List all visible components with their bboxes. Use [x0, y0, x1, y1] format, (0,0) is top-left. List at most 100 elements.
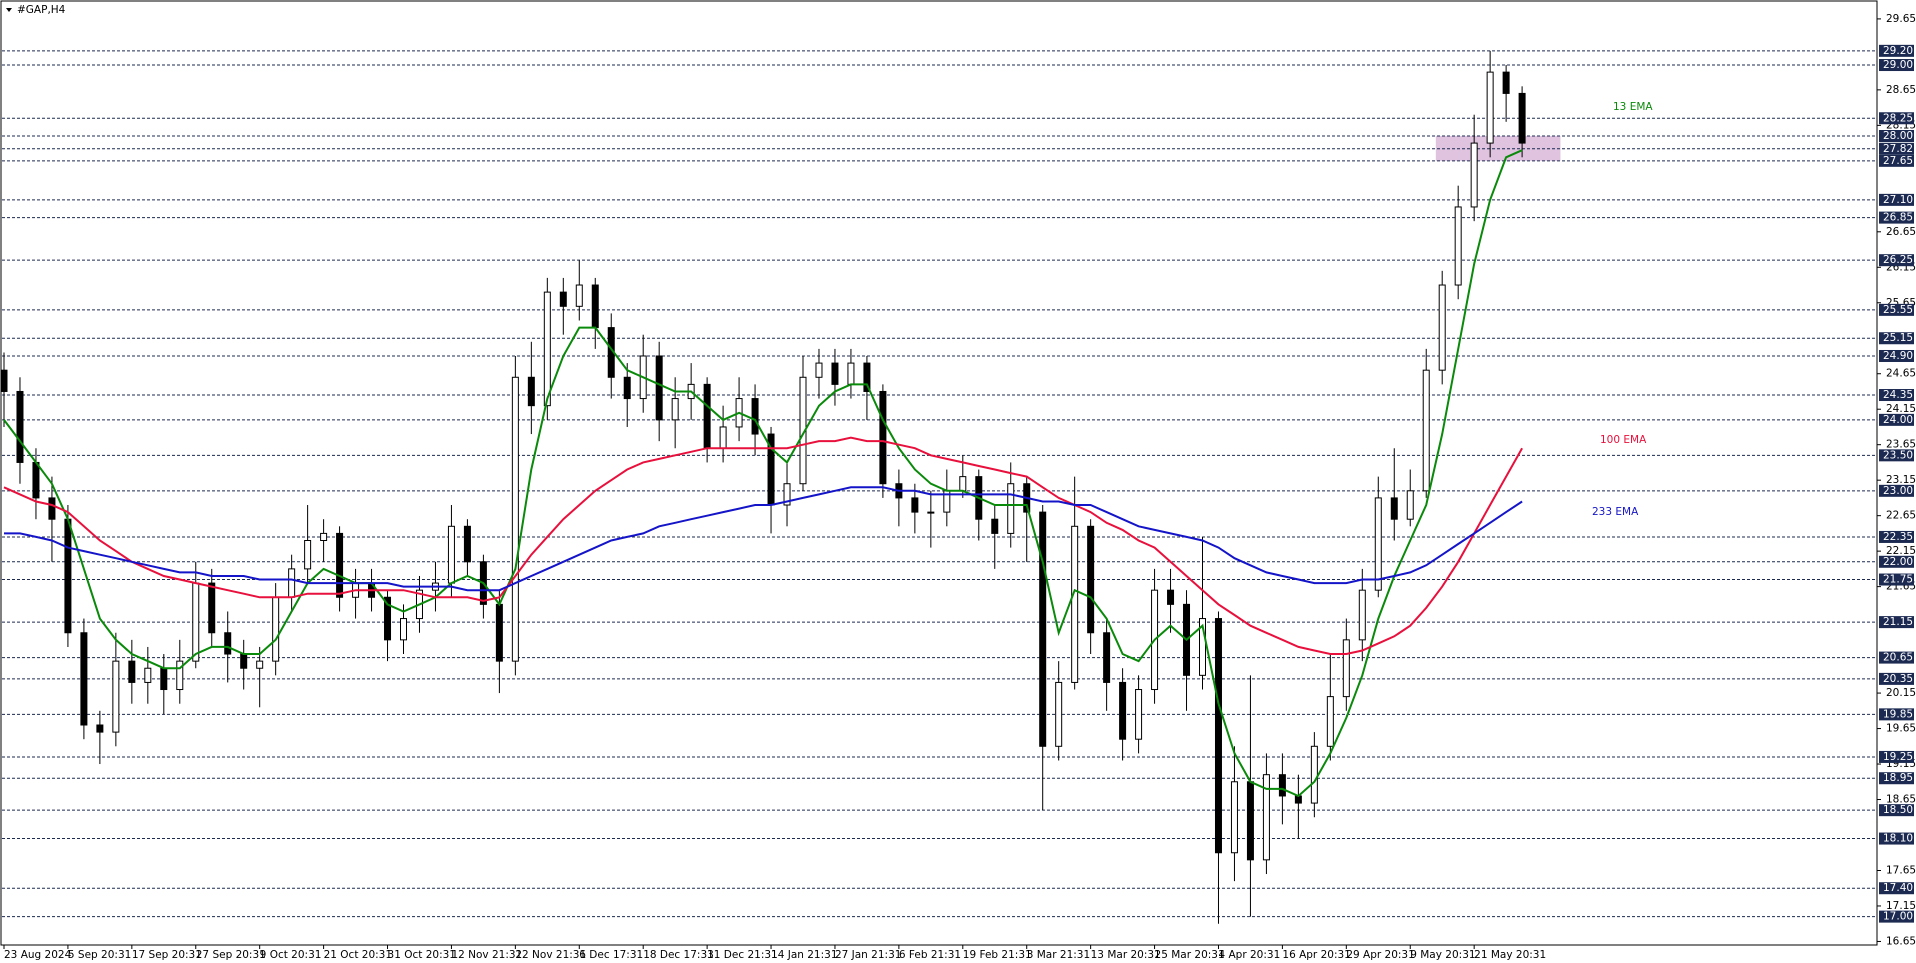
x-tick-label: 27 Jan 21:31	[835, 949, 901, 961]
x-tick-label: 14 Jan 21:31	[771, 949, 837, 961]
level-label: 25.55	[1883, 304, 1913, 316]
candle-body	[991, 518, 999, 534]
candle-body	[511, 376, 519, 662]
x-tick-label: 17 Sep 20:31	[132, 949, 202, 961]
x-tick-label: 29 Apr 20:31	[1346, 949, 1414, 961]
candle-body	[304, 539, 312, 570]
x-tick-label: 12 Nov 21:31	[451, 949, 522, 961]
candle-body	[575, 284, 583, 307]
candle-body	[927, 511, 935, 514]
level-label: 29.20	[1883, 45, 1913, 57]
y-tick-label: 23.65	[1886, 439, 1916, 451]
candle-body	[559, 291, 567, 307]
x-tick-label: 21 Oct 20:31	[324, 949, 392, 961]
candle-body	[543, 291, 551, 407]
level-label-box	[1879, 193, 1914, 206]
candle-body	[623, 376, 631, 400]
x-tick-label: 31 Oct 20:31	[388, 949, 456, 961]
candle-body	[831, 362, 839, 385]
candle-body	[847, 362, 855, 385]
level-label: 19.85	[1883, 708, 1913, 720]
level-label-box	[1879, 672, 1914, 685]
candle-body	[1199, 618, 1206, 676]
level-label-box	[1879, 413, 1914, 426]
level-label: 26.85	[1883, 212, 1913, 224]
candle-body	[1230, 781, 1238, 854]
x-tick-label: 6 Feb 21:31	[899, 949, 961, 961]
x-tick-label: 27 Sep 20:31	[196, 949, 266, 961]
level-label: 22.35	[1883, 531, 1913, 543]
candle-body	[783, 483, 791, 506]
candle-body	[1422, 369, 1430, 492]
candle-body	[112, 660, 120, 733]
level-label-box	[1879, 484, 1914, 497]
level-label-box	[1879, 303, 1914, 316]
candle-body	[1167, 589, 1175, 605]
level-label-box	[1879, 129, 1914, 142]
candle-body	[384, 596, 392, 641]
level-label-box	[1879, 832, 1914, 845]
plot-frame	[0, 0, 1878, 946]
candle-body	[1278, 774, 1286, 797]
level-label-box	[1879, 211, 1914, 224]
ema-line	[3, 436, 1523, 655]
candle-body	[1518, 92, 1526, 144]
candle-body	[1326, 696, 1334, 747]
level-label-box	[1879, 573, 1914, 586]
level-label: 21.15	[1883, 616, 1913, 628]
level-label: 28.00	[1883, 130, 1913, 142]
level-label: 20.35	[1883, 673, 1913, 685]
candle-body	[64, 518, 72, 634]
level-label-box	[1879, 804, 1914, 817]
candle-body	[144, 667, 152, 683]
candle-body	[80, 632, 88, 726]
candle-body	[495, 603, 503, 662]
y-tick-label: 24.65	[1886, 368, 1916, 380]
y-tick-label: 22.15	[1886, 545, 1916, 557]
level-label: 22.00	[1883, 556, 1913, 568]
level-label: 20.65	[1883, 652, 1913, 664]
level-label: 23.50	[1883, 449, 1913, 461]
y-tick-label: 16.65	[1886, 935, 1916, 947]
x-tick-label: 19 Feb 21:31	[963, 949, 1032, 961]
candle-body	[256, 660, 264, 669]
x-tick-label: 18 Dec 17:31	[643, 949, 714, 961]
x-tick-label: 9 May 20:31	[1410, 949, 1475, 961]
level-label: 27.82	[1883, 143, 1913, 155]
candle-body	[240, 653, 248, 669]
level-label-box	[1879, 772, 1914, 785]
candle-body	[1310, 745, 1318, 804]
level-label: 24.90	[1883, 350, 1913, 362]
candle-body	[1007, 483, 1015, 534]
level-label: 27.65	[1883, 155, 1913, 167]
level-label: 28.25	[1883, 112, 1913, 124]
level-label-box	[1879, 530, 1914, 543]
level-label-box	[1879, 651, 1914, 664]
y-tick-label: 17.15	[1886, 900, 1916, 912]
x-tick-label: 4 Apr 20:31	[1218, 949, 1280, 961]
candle-body	[1246, 781, 1254, 861]
level-label: 27.10	[1883, 194, 1913, 206]
candle-body	[863, 362, 871, 392]
candle-body	[447, 525, 455, 584]
candle-body	[1406, 490, 1414, 520]
level-label: 23.00	[1883, 485, 1913, 497]
candle-body	[751, 398, 759, 435]
y-tick-label: 18.65	[1886, 794, 1916, 806]
level-label-box	[1879, 112, 1914, 125]
candle-body	[192, 582, 200, 662]
candle-body	[320, 532, 328, 541]
candle-body	[1502, 71, 1510, 94]
candle-body	[224, 632, 232, 655]
candle-body	[879, 390, 887, 485]
candle-body	[671, 398, 679, 421]
symbol-menu-arrow[interactable]	[6, 8, 12, 12]
level-label-box	[1879, 44, 1914, 57]
y-tick-label: 23.15	[1886, 474, 1916, 486]
ema-line	[3, 149, 1523, 798]
candle-body	[1071, 525, 1079, 683]
x-tick-label: 13 Mar 20:31	[1091, 949, 1161, 961]
y-tick-label: 17.65	[1886, 864, 1916, 876]
level-label-box	[1879, 59, 1914, 72]
